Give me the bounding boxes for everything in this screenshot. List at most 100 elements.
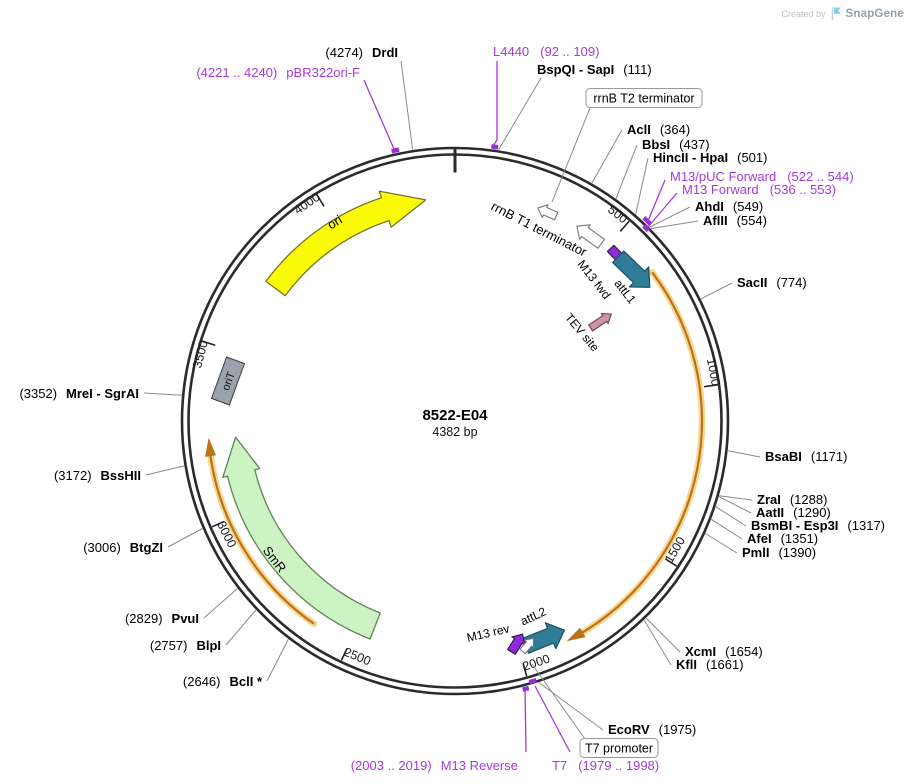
leader-primer-L4440: [492, 61, 498, 147]
enzyme-label-BbsI: BbsI (437): [642, 137, 710, 152]
enzyme-label-AfeI: AfeI (1351): [747, 531, 818, 546]
primer-mark-L4440: [491, 144, 499, 150]
enzyme-name: AclI: [627, 122, 651, 137]
leader-enzyme-HincIIHpaI: [635, 157, 649, 215]
orf-arc-left-arrowhead: [205, 437, 216, 457]
leader-enzyme-BsaBI: [727, 450, 761, 458]
primer-label-M13-Forward: M13 Forward (536 .. 553): [682, 182, 836, 197]
leader-T7-promoter: [531, 663, 586, 740]
enzyme-site: (501): [737, 150, 767, 165]
boxed-label-T7-promoter-box: [579, 738, 659, 758]
tick-500: [619, 220, 630, 232]
enzyme-site: (437): [679, 137, 709, 152]
enzyme-label-AhdI: AhdI (549): [695, 199, 763, 214]
primer-site: (536 .. 553): [770, 182, 837, 197]
leader-enzyme-MreISgrAI: [143, 392, 182, 396]
leader-primer-M13-Forward: [647, 192, 678, 228]
enzyme-label-HincIIHpaI: HincII - HpaI (501): [653, 150, 767, 165]
leader-enzyme-BclI: [266, 638, 289, 682]
enzyme-site: (1654): [725, 644, 763, 659]
enzyme-site: (774): [776, 275, 806, 290]
leader-enzyme-ZraI: [719, 495, 753, 501]
enzyme-site: (3006): [83, 540, 121, 555]
leader-enzyme-KflI: [643, 619, 672, 666]
TEV-site-arrow: [588, 312, 612, 332]
enzyme-name: BclI *: [229, 674, 262, 689]
primer-mark-T7: [528, 677, 537, 685]
enzyme-name: BsmBI - Esp3I: [751, 518, 838, 533]
primer-label-pBR322ori-F: (4221 .. 4240) pBR322ori-F: [196, 65, 360, 80]
tick-1000: [703, 384, 718, 388]
enzyme-label-BsmBIEsp3I: BsmBI - Esp3I (1317): [751, 518, 885, 533]
enzyme-name: AfeI: [747, 531, 772, 546]
primer-name: M13 Reverse: [441, 758, 518, 773]
enzyme-label-EcoRV: EcoRV (1975): [608, 722, 696, 737]
primer-mark-pBR322ori-F: [391, 147, 400, 154]
enzyme-site: (1390): [778, 545, 816, 560]
leader-enzyme-DrdI: [400, 60, 414, 150]
enzyme-name: BbsI: [642, 137, 670, 152]
tick-3000: [211, 520, 225, 528]
enzyme-name: MreI - SgrAI: [66, 386, 139, 401]
enzyme-name: EcoRV: [608, 722, 650, 737]
enzyme-label-BclI: (2646) BclI *: [183, 674, 263, 689]
leader-rrnB-T2-terminator: [551, 107, 591, 203]
primer-site: (1979 .. 1998): [578, 758, 659, 773]
enzyme-name: KflI: [676, 657, 697, 672]
primer-site: (92 .. 109): [540, 44, 599, 59]
enzyme-site: (1975): [659, 722, 697, 737]
enzyme-label-DrdI: (4274) DrdI: [325, 45, 398, 60]
enzyme-site: (554): [737, 213, 767, 228]
feature-label-attL2: attL2: [518, 604, 548, 628]
leader-enzyme-BssHII: [145, 465, 185, 476]
enzyme-name: AhdI: [695, 199, 724, 214]
enzyme-name: AatII: [756, 505, 784, 520]
leader-enzyme-XcmI: [645, 617, 681, 653]
enzyme-site: (4274): [325, 45, 363, 60]
enzyme-site: (1290): [793, 505, 831, 520]
boxed-label-rrnB-T2-terminator: rrnB T2 terminator: [593, 92, 694, 106]
enzyme-name: AflII: [703, 213, 728, 228]
feature-label-M13-rev: M13 rev: [465, 621, 510, 644]
enzyme-site: (3172): [54, 468, 92, 483]
plasmid-map-drawing: 5001000150020002500300035004000oriT(4274…: [19, 44, 885, 773]
enzyme-name: XcmI: [685, 644, 716, 659]
enzyme-site: (364): [660, 122, 690, 137]
primer-site: (2003 .. 2019): [351, 758, 432, 773]
enzyme-label-AflII: AflII (554): [703, 213, 767, 228]
tick-label-500: 500: [605, 202, 630, 226]
rrnB-T2-terminator-arrow: [537, 204, 559, 221]
tick-2000: [522, 662, 528, 677]
tick-4000: [316, 194, 325, 207]
primer-mark-M13-Reverse: [522, 685, 530, 692]
enzyme-label-AatII: AatII (1290): [756, 505, 831, 520]
orf-arc-left-line: [208, 449, 315, 625]
tick-1500: [664, 558, 678, 567]
orf-arc-right-arrowhead: [566, 627, 586, 642]
enzyme-label-SacII: SacII (774): [737, 275, 807, 290]
primer-site: (4221 .. 4240): [196, 65, 277, 80]
orf-arc-right-line: [576, 271, 703, 637]
enzyme-name: BlpI: [196, 638, 221, 653]
primer-site: (522 .. 544): [787, 169, 854, 184]
primer-label-L4440: L4440 (92 .. 109): [493, 44, 599, 59]
enzyme-site: (2829): [125, 611, 163, 626]
feature-SmR: [222, 436, 381, 640]
enzyme-label-MreISgrAI: (3352) MreI - SgrAI: [19, 386, 139, 401]
M13-rev-arrow: [507, 633, 526, 655]
leader-enzyme-EcoRV: [538, 681, 604, 731]
enzyme-name: SacII: [737, 275, 767, 290]
boxed-label-T7-promoter: T7 promoter: [585, 742, 653, 756]
enzyme-site: (549): [733, 199, 763, 214]
enzyme-name: BssHII: [101, 468, 141, 483]
primer-label-T7: T7 (1979 .. 1998): [552, 758, 659, 773]
feature-label-M13-fwd: M13 fwd: [575, 257, 614, 301]
primer-name: pBR322ori-F: [286, 65, 360, 80]
leader-enzyme-AhdI: [649, 206, 691, 228]
enzyme-site: (2757): [150, 638, 188, 653]
enzyme-label-BlpI: (2757) BlpI: [150, 638, 221, 653]
primer-mark-M13-Forward: [642, 224, 651, 233]
tick-label-3500: 3500: [190, 339, 211, 369]
